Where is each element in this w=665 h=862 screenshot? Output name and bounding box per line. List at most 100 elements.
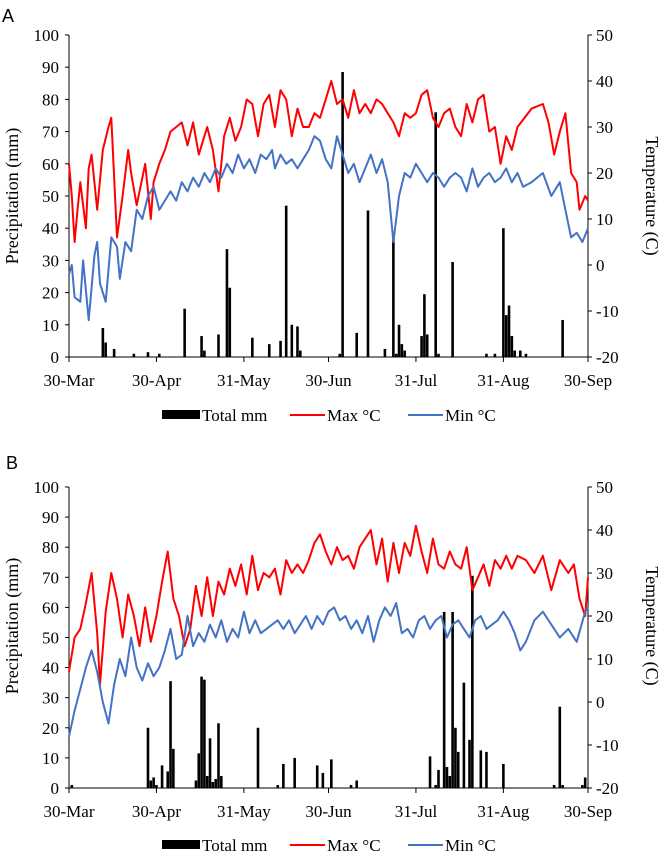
precip-bar-b: [471, 575, 474, 788]
right-tick-label-a: -20: [596, 348, 619, 367]
precip-bar-a: [561, 319, 564, 357]
left-tick-label-a: 0: [51, 348, 60, 367]
x-tick-label-a: 31-May: [217, 371, 271, 390]
precip-bar-a: [104, 342, 107, 357]
precip-bar-b: [583, 777, 587, 788]
precip-bar-a: [485, 353, 488, 357]
precip-bar-b: [558, 706, 562, 788]
right-tick-label-b: 50: [596, 478, 613, 497]
precip-bar-b: [321, 772, 325, 788]
precip-bar-a: [355, 332, 359, 357]
precip-bar-a: [420, 336, 423, 357]
precip-bar-a: [298, 350, 302, 357]
precip-bar-a: [284, 205, 288, 357]
precip-bar-b: [434, 784, 437, 788]
left-tick-label-a: 100: [34, 26, 60, 45]
right-tick-label-a: 30: [596, 118, 613, 137]
x-tick-label-a: 30-Jun: [305, 371, 352, 390]
left-tick-label-a: 50: [42, 187, 59, 206]
left-tick-label-b: 70: [42, 568, 59, 587]
left-tick-label-a: 90: [42, 58, 59, 77]
right-tick-label-a: 40: [596, 72, 613, 91]
precip-bar-b: [152, 777, 155, 788]
x-tick-label-b: 30-Jun: [305, 802, 352, 821]
precip-bar-a: [146, 352, 150, 357]
right-tick-label-a: 20: [596, 164, 613, 183]
left-tick-label-b: 100: [34, 478, 60, 497]
right-tick-label-b: -20: [596, 779, 619, 798]
left-tick-label-b: 80: [42, 538, 59, 557]
left-tick-label-a: 70: [42, 123, 59, 142]
max-temp-line-a: [68, 80, 589, 243]
precip-bar-b: [428, 756, 432, 788]
precip-bar-b: [194, 780, 198, 788]
x-tick-label-b: 30-Mar: [44, 802, 95, 821]
precip-bar-b: [282, 763, 285, 788]
left-tick-label-b: 10: [42, 749, 59, 768]
min-temp-line-b: [68, 602, 589, 737]
precip-bar-a: [451, 262, 454, 357]
right-tick-label-b: 10: [596, 650, 613, 669]
x-tick-label-a: 31-Jul: [395, 371, 438, 390]
legend-b: Total mm Max °C Min °C: [162, 836, 496, 855]
precip-bar-a: [403, 350, 406, 357]
precip-bar-b: [456, 751, 460, 788]
precip-bar-a: [217, 334, 220, 357]
right-tick-label-a: 10: [596, 210, 613, 229]
precip-bar-b: [160, 765, 164, 788]
precip-bar-b: [256, 727, 260, 788]
panel-b: B Precipitation (mm) Temperature (C) 0 10…: [2, 453, 662, 855]
precip-bar-b: [217, 723, 220, 788]
right-tick-label-a: -10: [596, 302, 619, 321]
precip-bar-b: [468, 739, 471, 788]
legend-swatch-precip-b: [162, 840, 200, 849]
precip-bar-a: [437, 353, 440, 357]
precip-bar-a: [510, 336, 514, 357]
precip-bar-b: [149, 780, 153, 788]
precip-bar-a: [200, 336, 203, 357]
precip-bar-b: [211, 781, 215, 788]
precip-bar-a: [397, 324, 401, 357]
precip-bar-a: [132, 353, 136, 357]
left-axis-title-b: Precipitation (mm): [2, 558, 23, 694]
precip-bar-b: [355, 780, 359, 788]
right-tick-label-b: 0: [596, 693, 605, 712]
precip-bar-a: [157, 353, 161, 357]
legend-label-min-a: Min °C: [445, 406, 496, 425]
precip-bar-a: [279, 340, 282, 357]
precip-bar-b: [445, 766, 449, 788]
precip-bar-a: [425, 334, 429, 357]
precip-bar-a: [225, 249, 229, 357]
right-tick-label-a: 0: [596, 256, 605, 275]
precip-bar-b: [451, 611, 454, 788]
precip-bar-a: [112, 348, 116, 357]
precip-bar-b: [479, 750, 483, 788]
x-tick-label-b: 31-Aug: [477, 802, 529, 821]
panel-label-a: A: [2, 6, 14, 26]
precip-bar-a: [183, 308, 186, 357]
x-tick-label-a: 30-Sep: [564, 371, 612, 390]
precip-bar-b: [208, 738, 212, 788]
precip-bar-b: [561, 784, 564, 788]
x-tick-label-a: 31-Aug: [477, 371, 529, 390]
right-tick-label-b: -10: [596, 736, 619, 755]
x-tick-label-a: 30-Mar: [44, 371, 95, 390]
precip-bar-b: [200, 676, 203, 788]
precip-bar-a: [203, 350, 206, 357]
precip-bar-b: [330, 759, 333, 788]
legend-label-precip-b: Total mm: [202, 836, 267, 855]
precip-bar-a: [338, 353, 342, 357]
left-tick-label-b: 50: [42, 629, 59, 648]
precip-bar-a: [251, 337, 254, 357]
legend-swatch-precip-a: [162, 410, 200, 419]
precip-bar-b: [172, 748, 175, 788]
x-tick-label-b: 30-Apr: [132, 802, 181, 821]
precip-bar-a: [228, 287, 232, 357]
precip-bar-b: [197, 753, 201, 788]
right-axis-title-a: Temperature (C): [641, 136, 662, 255]
precip-bar-b: [293, 757, 296, 788]
precip-bar-b: [166, 771, 170, 788]
precip-bar-b: [70, 784, 74, 788]
precip-bar-a: [504, 315, 508, 357]
